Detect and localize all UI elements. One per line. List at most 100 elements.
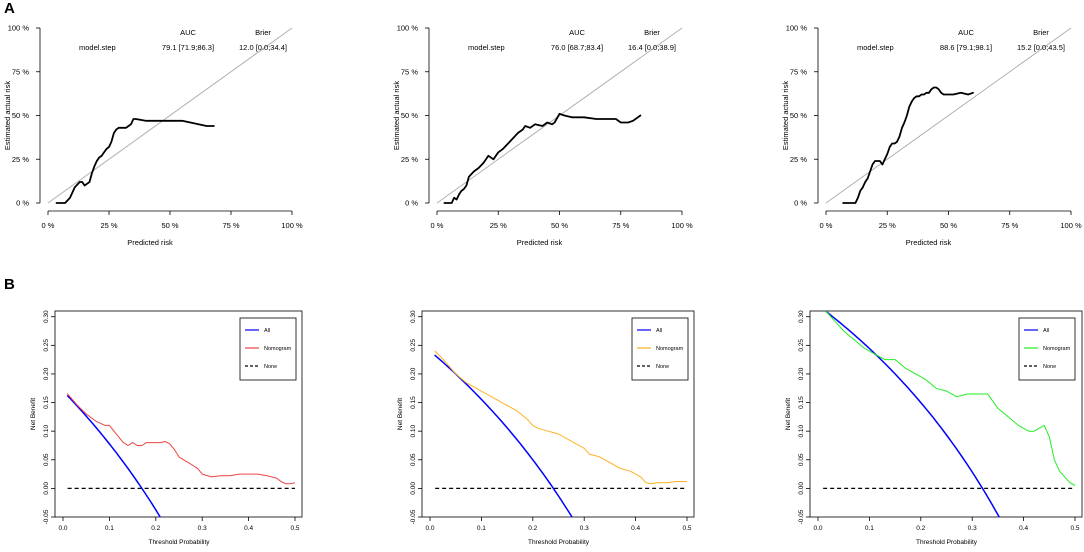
auc-value: 88.6 [79.1;98.1] (940, 43, 992, 52)
x-tick-label: 75 % (612, 221, 629, 230)
y-tick-label: 0.15 (798, 396, 805, 409)
legend-label: None (656, 364, 669, 370)
y-tick-label: 0.30 (798, 310, 805, 323)
x-tick-label: 0 % (42, 221, 55, 230)
x-tick-label: 25 % (490, 221, 507, 230)
legend-box (1018, 317, 1076, 381)
legend-label: Nomogram (264, 346, 292, 352)
x-tick-label: 0.2 (528, 525, 537, 532)
y-tick-label: 0.00 (410, 482, 417, 495)
auc-header: AUC (569, 28, 585, 37)
x-axis-label: Predicted risk (906, 238, 952, 247)
y-axis-label: Net Benefit (30, 398, 37, 430)
plot-frame (54, 310, 303, 518)
y-tick-label: 0.25 (410, 339, 417, 352)
x-tick-label: 25 % (100, 221, 117, 230)
x-tick-label: 0.5 (682, 525, 691, 532)
y-tick-label: 25 % (790, 155, 807, 164)
y-tick-label: 75 % (790, 67, 807, 76)
y-axis-label: Estimated actual risk (3, 81, 12, 150)
y-tick-label: 0.20 (798, 367, 805, 380)
x-tick-label: 0.4 (244, 525, 253, 532)
y-tick-label: 0.25 (43, 339, 50, 352)
model-label: model.step (857, 43, 894, 52)
brier-header: Brier (1033, 28, 1049, 37)
y-tick-label: 0.10 (43, 424, 50, 437)
y-axis-label: Net Benefit (397, 398, 404, 430)
diagonal-reference-line (825, 27, 1072, 204)
x-axis-label: Threshold Probability (916, 539, 978, 546)
y-tick-label: 50 % (790, 111, 807, 120)
nomogram-curve (825, 311, 1075, 486)
x-tick-label: 25 % (879, 221, 896, 230)
x-tick-label: 0.2 (916, 525, 925, 532)
y-tick-label: 0.15 (43, 396, 50, 409)
x-tick-label: 75 % (222, 221, 239, 230)
y-tick-label: 0.10 (410, 424, 417, 437)
y-tick-label: 75 % (401, 67, 418, 76)
curves-group (434, 350, 687, 517)
x-axis-label: Threshold Probability (148, 539, 210, 546)
y-tick-label: -0.05 (43, 509, 50, 524)
y-tick-label: 0.05 (410, 453, 417, 466)
y-tick-label: 0.30 (410, 310, 417, 323)
y-tick-label: 0.00 (798, 482, 805, 495)
panel-label-b: B (4, 276, 15, 293)
plot-frame (421, 310, 695, 518)
y-tick-label: 0.00 (43, 482, 50, 495)
x-tick-label: 0.1 (477, 525, 486, 532)
all-curve (66, 395, 162, 517)
x-tick-label: 0.4 (631, 525, 640, 532)
y-tick-label: 75 % (12, 67, 29, 76)
x-tick-label: 0.4 (1019, 525, 1028, 532)
legend-label: Nomogram (656, 346, 684, 352)
y-tick-label: 0 % (16, 199, 29, 208)
calibration-curve (842, 86, 974, 204)
brier-value: 12.0 [0.0;34.4] (239, 43, 287, 52)
y-tick-label: 0 % (405, 199, 418, 208)
decision-curve-plot-3: 0.0 0.1 0.2 0.3 0.4 0.5 -0.05 0.00 0.05 0.10 0.15 0… (785, 310, 1083, 546)
auc-header: AUC (180, 28, 196, 37)
x-tick-label: 50 % (551, 221, 568, 230)
x-tick-label: 0.5 (290, 525, 299, 532)
x-axis-label: Threshold Probability (528, 539, 590, 546)
x-axis-label: Predicted risk (127, 238, 173, 247)
auc-header: AUC (958, 28, 974, 37)
panel-label-a: A (4, 0, 15, 17)
x-axis-label: Predicted risk (517, 238, 563, 247)
x-tick-label: 100 % (671, 221, 693, 230)
y-tick-label: 25 % (12, 155, 29, 164)
decision-curve-plot-1: 0.0 0.1 0.2 0.3 0.4 0.5 -0.05 0.00 0.05 0.10 0.15 0… (30, 310, 303, 546)
calibration-plot-3: 0 % 25 % 50 % 75 % 100 % 0 % 25 % 50 % 75 % 100 %… (781, 24, 1082, 248)
curves-group (823, 311, 1075, 517)
x-tick-label: 0.0 (58, 525, 67, 532)
x-tick-label: 0.1 (105, 525, 114, 532)
x-tick-label: 0 % (431, 221, 444, 230)
y-tick-label: 0.15 (410, 396, 417, 409)
x-tick-label: 0.5 (1070, 525, 1079, 532)
nomogram-curve (434, 350, 687, 485)
curves-group (66, 393, 295, 517)
x-tick-label: 0.3 (580, 525, 589, 532)
y-tick-label: 0.20 (43, 367, 50, 380)
y-axis-label: Estimated actual risk (392, 81, 401, 150)
model-label: model.step (468, 43, 505, 52)
calibration-curve (443, 112, 642, 204)
legend-label: All (656, 328, 662, 334)
legend-label: None (1043, 364, 1056, 370)
legend-box (239, 317, 297, 381)
y-tick-label: 0.05 (798, 453, 805, 466)
y-tick-label: 0.20 (410, 367, 417, 380)
y-tick-label: 50 % (12, 111, 29, 120)
y-tick-label: 100 % (8, 24, 30, 33)
legend-label: None (264, 364, 277, 370)
y-tick-label: 25 % (401, 155, 418, 164)
all-curve (824, 311, 1001, 517)
decision-curve-plot-2: 0.0 0.1 0.2 0.3 0.4 0.5 -0.05 0.00 0.05 0.10 0.15 0… (397, 310, 695, 546)
x-tick-label: 0.0 (425, 525, 434, 532)
calibration-plot-2: 0 % 25 % 50 % 75 % 100 % 0 % 25 % 50 % 75 % 100 %… (392, 24, 693, 248)
legend: All Nomogram None (631, 317, 689, 381)
auc-value: 79.1 [71.9;86.3] (162, 43, 214, 52)
x-tick-label: 0.3 (968, 525, 977, 532)
